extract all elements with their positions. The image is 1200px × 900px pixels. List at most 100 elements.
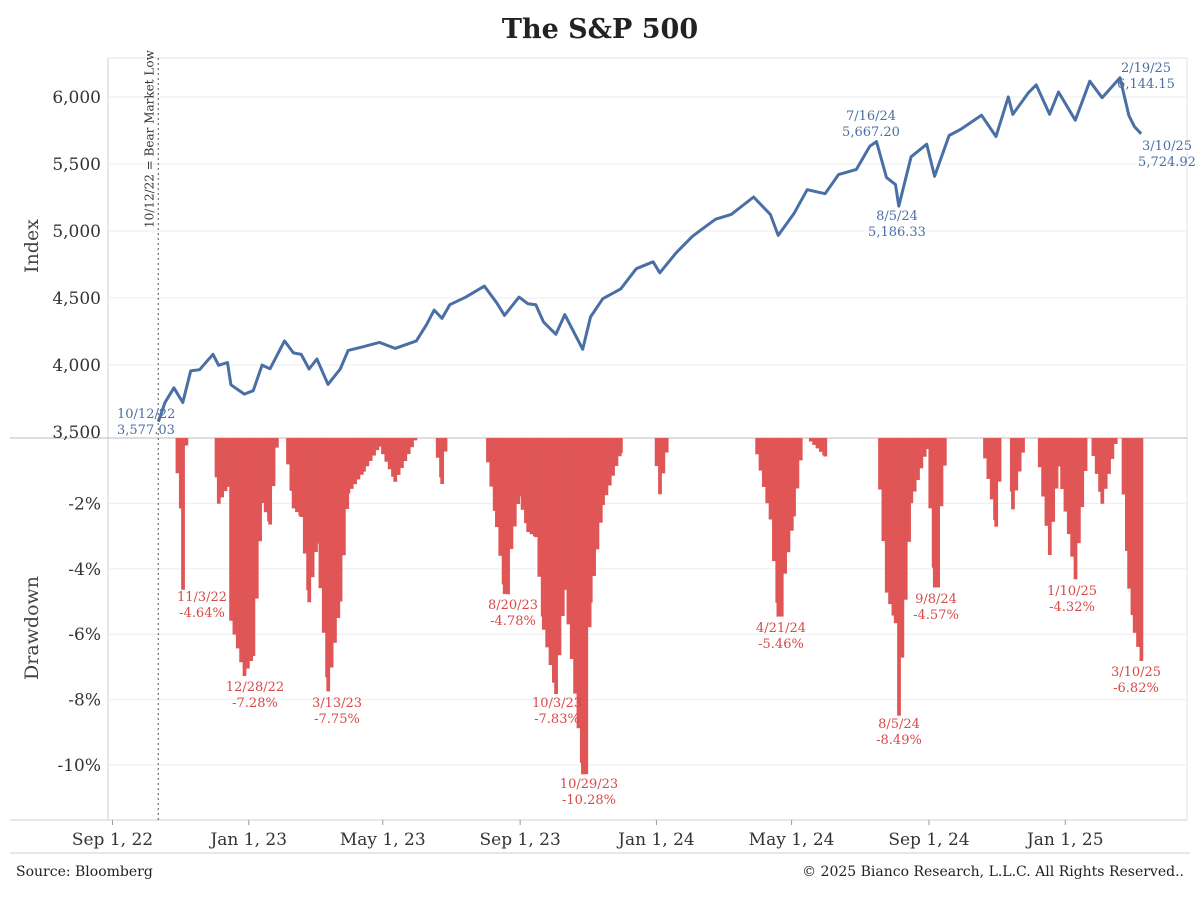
drawdown-bar [1070,438,1075,557]
drawdown-bar [258,438,262,542]
annotation-value: -4.57% [913,608,959,623]
drawdown-bar [588,438,593,603]
drawdown-bar [329,438,334,668]
x-tick-label: Jan 1, 23 [208,830,287,850]
annotations: 10/12/223,577.037/16/245,667.208/5/245,1… [117,61,1196,808]
annotation-value: -4.64% [179,606,225,621]
drawdown-bar [318,438,323,589]
drawdown-bar [1110,438,1115,459]
annotation-date: 3/10/25 [1142,139,1192,154]
drawdown-bar [372,438,376,456]
drawdown-bar [661,438,666,474]
drawdown-bar [214,438,219,478]
chart-title: The S&P 500 [501,14,699,45]
drawdown-tick-label: -2% [68,494,101,514]
drawdown-bar [375,438,380,451]
drawdown-bar [1121,438,1126,495]
drawdown-bar [495,438,499,528]
drawdown-bar [1094,438,1099,474]
drawdown-bar [440,438,445,484]
drawdown-bar [365,438,370,467]
drawdown-bar [619,438,623,453]
drawdown-bar [765,438,770,504]
drawdown-bar [315,438,319,544]
x-tick-label: Jan 1, 25 [1025,830,1104,850]
drawdown-bar [362,438,366,472]
drawdown-bar [798,438,803,461]
drawdown-bar [291,438,296,509]
drawdown-bar [403,438,408,462]
drawdown-bar [611,438,615,476]
drawdown-bar [900,438,905,658]
drawdown-bar [1091,438,1096,456]
annotation-date: 12/28/22 [226,680,284,695]
annotation-date: 8/5/24 [876,209,918,224]
drawdown-bar [524,438,528,524]
annotation-date: 9/8/24 [915,592,957,607]
drawdown-bar [391,438,395,477]
drawdown-bar [1136,438,1140,647]
drawdown-bar [1054,438,1059,489]
index-tick-label: 4,500 [52,289,101,309]
annotation-date: 7/16/24 [846,109,896,124]
drawdown-bar [396,438,401,475]
x-tick-label: May 1, 23 [340,830,426,850]
drawdown-bar [909,438,914,504]
drawdown-bar [181,438,185,590]
drawdown-tick-label: -4% [68,560,101,580]
drawdown-bar [338,438,343,602]
drawdown-bar [235,438,240,649]
drawdown-bar [1044,438,1049,526]
drawdown-bar [776,438,781,617]
drawdown-bar [1083,438,1088,472]
drawdown-bar [359,438,364,475]
gridlines [108,96,1187,766]
drawdown-bar [498,438,503,556]
drawdown-bar [393,438,398,482]
drawdown-bar [242,438,247,677]
x-tick-label: Sep 1, 24 [888,830,969,850]
drawdown-bar [893,438,898,624]
drawdown-bar [271,438,276,487]
drawdown-bar [254,438,259,599]
drawdown-bar [808,438,813,442]
drawdown-bar [997,438,1002,482]
x-tick-label: May 1, 24 [749,830,835,850]
drawdown-bar [772,438,776,562]
drawdown-bar [581,438,585,775]
chart-frame [10,57,1190,854]
annotation-value: 3,577.03 [117,423,175,438]
drawdown-bar [1066,438,1071,535]
annotation-date: 10/29/23 [560,777,618,792]
index-tick-label: 3,500 [52,423,101,443]
x-tick-label: Sep 1, 23 [480,830,561,850]
drawdown-bar [178,438,183,509]
drawdown-bar [922,438,927,457]
drawdown-bar [435,438,440,458]
drawdown-bar [912,438,917,492]
drawdown-bar [818,438,823,452]
drawdown-bar [939,438,944,507]
drawdown-bar [907,438,911,542]
drawdown-bar [1107,438,1111,474]
drawdown-bar [566,438,571,625]
drawdown-bar [526,438,531,533]
drawdown-axis-label: Drawdown [21,576,43,680]
drawdown-bar [592,438,596,576]
drawdown-bar [936,438,940,588]
drawdown-bar [260,438,265,503]
drawdown-bar [986,438,991,479]
drawdown-bar [486,438,490,463]
drawdown-bar [537,438,542,577]
drawdown-bar [1017,438,1022,472]
drawdown-bar [333,438,337,643]
drawdown-bar [520,438,525,510]
drawdown-bar [381,438,385,455]
drawdown-bar [925,438,929,449]
drawdown-bar [529,438,534,535]
drawdown-bar [812,438,816,445]
drawdown-bar [783,438,787,574]
drawdown-bar [545,438,550,648]
drawdown-bar [251,438,256,656]
